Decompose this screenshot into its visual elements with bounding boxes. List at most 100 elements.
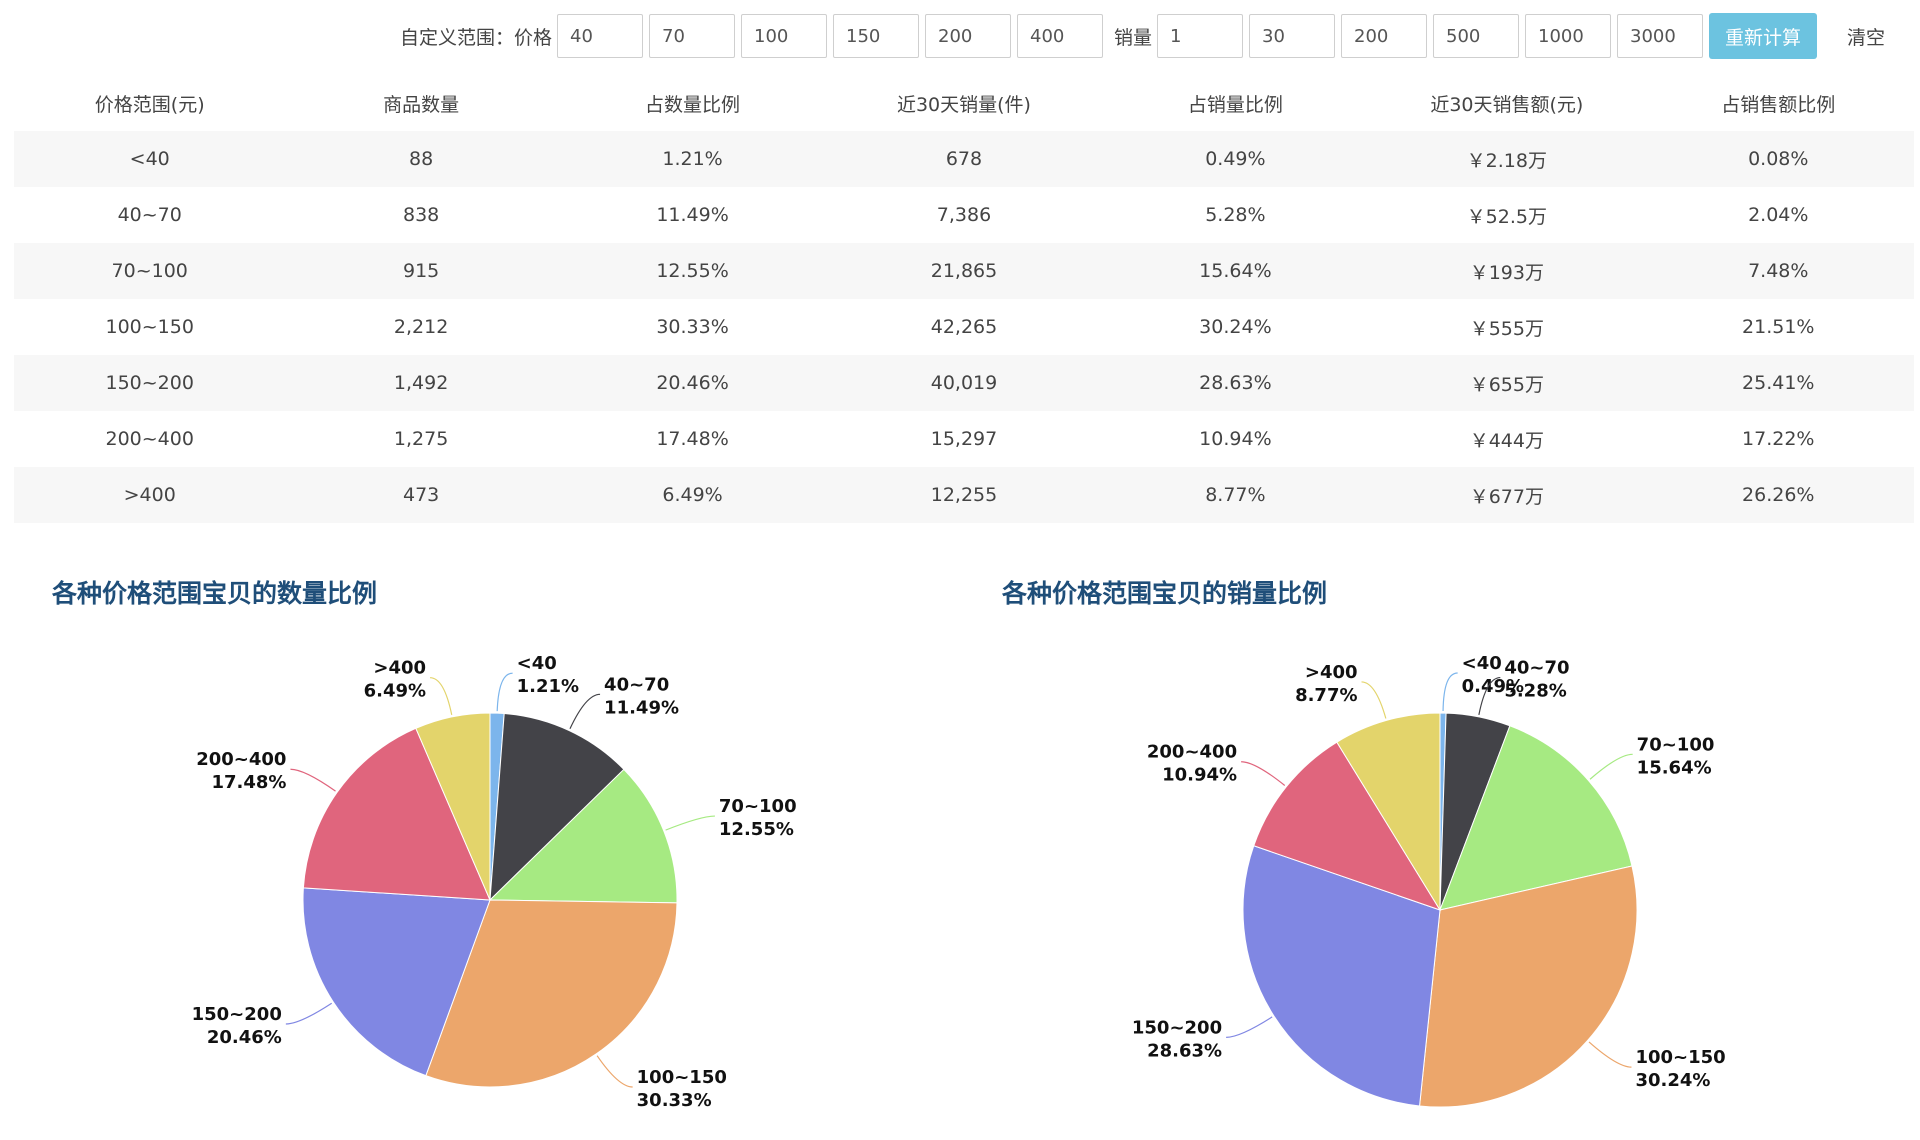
cell-revenue-30d: ￥52.5万 (1466, 205, 1547, 228)
header-sales-share: 占销量比例 (1187, 93, 1283, 116)
cell-sales-30d: 7,386 (936, 204, 992, 226)
cell-price-range: >400 (14, 467, 286, 523)
cell-sales-30d: 678 (828, 131, 1100, 187)
pie-slice-150-200[interactable] (302, 887, 491, 1077)
cell-sales-30d: 42,265 (930, 316, 998, 338)
pie-slice-70-100[interactable] (488, 768, 678, 904)
table-row: 200~400 1,275 17.48% 15,297 10.94% ￥444万 17.22… (14, 411, 1914, 467)
pie-label-category-100-150: 100~150 (637, 1067, 727, 1088)
pie-slice-gt400[interactable] (415, 712, 491, 901)
cell-count-share: 30.33% (656, 316, 729, 338)
sales-break-input-3[interactable] (1341, 14, 1428, 58)
pie-slice-100-150[interactable] (425, 899, 678, 1088)
pie-label-category-150-200: 150~200 (1132, 1017, 1222, 1038)
cell-count-share: 12.55% (556, 243, 829, 299)
price-break-input-5[interactable] (925, 14, 1012, 58)
pie-slice-150-200[interactable] (1242, 845, 1441, 1107)
cell-revenue-30d: ￥444万 (1469, 429, 1544, 452)
price-break-input-3[interactable] (741, 14, 828, 58)
price-break-input-4[interactable] (833, 14, 920, 58)
pie-label-category-gt400: >400 (1305, 662, 1358, 683)
custom-range-label: 自定义范围：价格 (400, 26, 553, 49)
sales-break-input-1[interactable] (1157, 14, 1244, 58)
cell-sales-30d: 15,297 (930, 428, 998, 450)
pie-label-category-lt40: <40 (517, 653, 557, 674)
table-row: 150~200 1,492 20.46% 40,019 28.63% ￥655万 25.41… (14, 355, 1914, 411)
header-item-count: 商品数量 (383, 93, 460, 116)
pie-connector-150-200 (285, 1002, 333, 1025)
pie-label-category-70-100: 70~100 (719, 796, 797, 817)
pie-label-category-gt400: >400 (373, 658, 426, 679)
pie-connector-gt400 (1361, 681, 1387, 719)
pie-label-category-40-70: 40~70 (1504, 658, 1569, 679)
price-range-table: 价格范围(元) 商品数量 占数量比例 近30天销量(件) 占销量比例 近30天销… (14, 75, 1914, 523)
cell-item-count: 2,212 (393, 316, 449, 338)
sales-break-input-4[interactable] (1433, 14, 1520, 58)
pie-slice-70-100[interactable] (1439, 725, 1633, 911)
pie-label-category-70-100: 70~100 (1637, 734, 1715, 755)
cell-revenue-share: 2.04% (1748, 204, 1809, 226)
cell-revenue-share: 0.08% (1642, 131, 1914, 187)
recalculate-button[interactable]: 重新计算 (1709, 13, 1818, 59)
pie-slice-gt400[interactable] (1336, 712, 1441, 912)
pie-label-category-200-400: 200~400 (196, 749, 286, 770)
header-30d-revenue: 近30天销售额(元) (1430, 93, 1584, 116)
pie-label-percent-gt400: 8.77% (1295, 685, 1357, 706)
price-break-input-6[interactable] (1017, 14, 1104, 58)
cell-price-range: 70~100 (14, 243, 286, 299)
cell-revenue-share: 25.41% (1642, 355, 1914, 411)
cell-price-range: 40~70 (117, 204, 182, 226)
cell-sales-share: 8.77% (1099, 467, 1372, 523)
pie-label-percent-gt400: 6.49% (364, 681, 426, 702)
pie-connector-200-400 (290, 768, 336, 792)
pie-slice-200-400[interactable] (302, 727, 491, 901)
cell-count-share: 11.49% (656, 204, 729, 226)
cell-revenue-share: 26.26% (1642, 467, 1914, 523)
count-chart-title: 各种价格范围宝贝的数量比例 (52, 579, 378, 608)
cell-item-count: 88 (285, 131, 557, 187)
cell-sales-share: 15.64% (1099, 243, 1372, 299)
sales-break-input-2[interactable] (1249, 14, 1336, 58)
pie-connector-100-150 (596, 1055, 633, 1088)
pie-label-percent-70-100: 15.64% (1637, 757, 1712, 778)
cell-item-count: 838 (403, 204, 440, 226)
pie-connector-70-100 (1589, 753, 1633, 780)
sales-range-label: 销量 (1114, 26, 1153, 49)
header-price-range: 价格范围(元) (94, 93, 205, 116)
pie-connector-lt40 (496, 672, 513, 712)
price-break-input-1[interactable] (557, 14, 644, 58)
table-body: <40 88 1.21% 678 0.49% ￥2.18万 0.08% 40~70 838 11.… (14, 131, 1914, 523)
pie-label-category-lt40: <40 (1462, 653, 1502, 674)
sales-break-input-5[interactable] (1525, 14, 1612, 58)
pie-slice-100-150[interactable] (1418, 865, 1638, 1108)
cell-price-range: <40 (14, 131, 286, 187)
cell-sales-share: 10.94% (1199, 428, 1272, 450)
table-row: 40~70 838 11.49% 7,386 5.28% ￥52.5万 2.04% (14, 187, 1914, 243)
pie-slice-40-70[interactable] (489, 713, 625, 902)
clear-button[interactable]: 清空 (1847, 26, 1886, 49)
sales-chart-title: 各种价格范围宝贝的销量比例 (1002, 579, 1328, 608)
sales-break-input-6[interactable] (1617, 14, 1704, 58)
pie-label-percent-70-100: 12.55% (719, 819, 794, 840)
pie-label-percent-200-400: 10.94% (1162, 765, 1237, 786)
cell-item-count: 915 (285, 243, 557, 299)
cell-revenue-share: 17.22% (1742, 428, 1815, 450)
cell-revenue-share: 7.48% (1642, 243, 1914, 299)
table-row: 100~150 2,212 30.33% 42,265 30.24% ￥555万 21.51… (14, 299, 1914, 355)
pie-connector-40-70 (569, 693, 601, 730)
pie-slice-200-400[interactable] (1253, 741, 1442, 911)
cell-revenue-30d: ￥655万 (1371, 355, 1643, 411)
cell-sales-30d: 12,255 (828, 467, 1100, 523)
cell-revenue-share: 21.51% (1742, 316, 1815, 338)
pie-label-category-100-150: 100~150 (1635, 1047, 1725, 1068)
cell-price-range: 100~150 (105, 316, 194, 338)
pie-connector-70-100 (665, 815, 715, 831)
table-row: 70~100 915 12.55% 21,865 15.64% ￥193万 7.48% (14, 243, 1914, 299)
cell-price-range: 200~400 (105, 428, 194, 450)
price-break-input-2[interactable] (649, 14, 736, 58)
cell-sales-share: 30.24% (1199, 316, 1272, 338)
pie-connector-100-150 (1588, 1041, 1632, 1068)
pie-connector-150-200 (1226, 1016, 1273, 1038)
